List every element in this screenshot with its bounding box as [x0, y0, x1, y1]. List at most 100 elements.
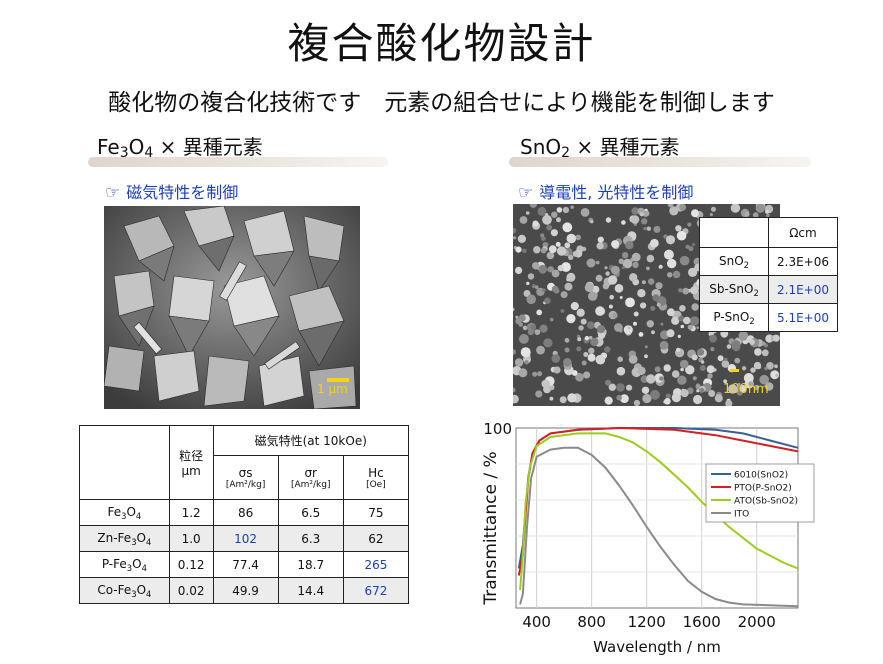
particle [761, 349, 769, 357]
particle [637, 366, 646, 375]
particle [667, 272, 673, 278]
particle [551, 269, 560, 278]
particle [608, 304, 613, 309]
particle [754, 348, 762, 356]
particle [646, 226, 651, 231]
particle [631, 252, 641, 262]
particle [584, 336, 590, 341]
particle [772, 372, 777, 377]
particle [626, 384, 633, 391]
particle [595, 354, 606, 365]
table-row: Sb-SnO2 2.1E+00 [699, 275, 838, 304]
particle [513, 227, 517, 234]
particle [609, 294, 614, 300]
particle [723, 379, 728, 384]
particle [518, 368, 528, 378]
legend-entry: ITO [734, 510, 749, 520]
scale-bar-label: 100nm [723, 382, 769, 397]
particle [640, 302, 647, 309]
particle [560, 291, 568, 299]
sigma-s-header: σs [Am²/kg] [212, 455, 279, 500]
particle [653, 225, 661, 233]
x-tick-label: 1600 [683, 613, 721, 631]
right-section-heading: SnO2 × 異種元素 [520, 135, 680, 161]
particle [711, 206, 716, 212]
particle [632, 261, 639, 269]
particle [621, 252, 629, 259]
series-line [519, 432, 799, 591]
particle [614, 323, 623, 332]
particle [707, 373, 713, 379]
particle [650, 238, 659, 248]
particle [637, 289, 646, 298]
particle [679, 305, 686, 312]
particle [540, 233, 545, 238]
right-section-underline [509, 157, 811, 167]
particle [725, 400, 733, 406]
particle [515, 246, 522, 253]
particle [761, 341, 766, 346]
particle [568, 254, 574, 260]
particle [621, 220, 626, 225]
particle [611, 240, 620, 249]
particle [607, 275, 618, 285]
particle [617, 356, 623, 362]
particle [564, 208, 569, 213]
particle [547, 268, 551, 272]
particle [667, 308, 675, 317]
particle [551, 354, 561, 363]
particle [556, 207, 563, 213]
pointing-hand-icon: ☞ [105, 183, 121, 203]
particle [534, 285, 539, 289]
particle [696, 389, 700, 393]
particle [669, 206, 679, 216]
particle [676, 230, 687, 241]
particle [555, 241, 561, 247]
particle [595, 274, 603, 282]
particle [679, 204, 687, 211]
particle [619, 296, 623, 299]
particle [548, 245, 557, 254]
particle [665, 393, 671, 399]
particle [765, 209, 770, 214]
particle [522, 325, 528, 331]
particle [731, 340, 741, 349]
particle [588, 335, 593, 340]
particle [766, 362, 774, 370]
particle [532, 220, 539, 227]
particle [672, 270, 681, 279]
particle [671, 393, 681, 403]
particle [629, 273, 638, 282]
page-title: 複合酸化物設計 [287, 19, 596, 68]
particle [581, 360, 587, 366]
particle [695, 383, 701, 390]
particle [631, 207, 639, 215]
particle [524, 360, 529, 365]
particle [699, 388, 705, 393]
particle [597, 325, 606, 334]
particle [543, 338, 553, 348]
particle [519, 216, 528, 224]
particle [537, 206, 547, 216]
particle [557, 265, 564, 272]
particle [542, 288, 546, 292]
particle [538, 264, 548, 274]
particle [642, 393, 652, 404]
particle [542, 214, 552, 225]
particle [659, 340, 669, 350]
particle [766, 213, 770, 218]
particle [666, 329, 675, 338]
particle [675, 225, 682, 232]
particle [566, 233, 577, 244]
particle [605, 271, 610, 276]
particle [520, 347, 531, 358]
particle [677, 375, 687, 385]
particle [741, 366, 747, 371]
particle [691, 303, 699, 311]
particle [689, 316, 700, 326]
particle [676, 347, 681, 352]
particle [566, 272, 576, 282]
particle [691, 354, 698, 361]
particle [578, 325, 584, 331]
particle [688, 246, 694, 252]
